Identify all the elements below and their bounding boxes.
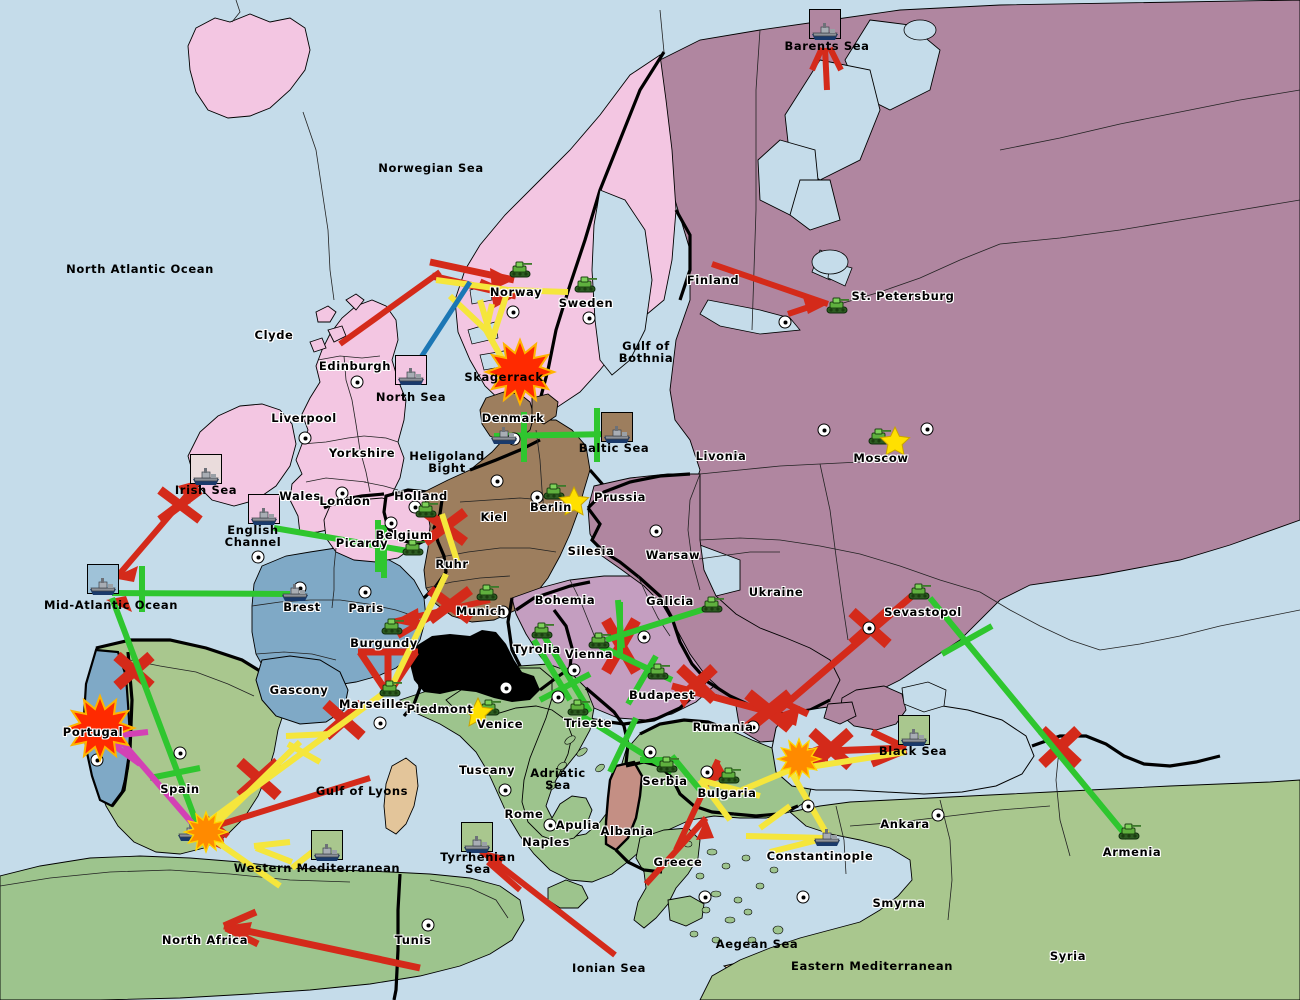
supply-center-warsaw: [649, 524, 663, 538]
army-unit-st-petersburg[interactable]: [825, 293, 851, 319]
supply-center-venice: [499, 681, 513, 695]
fleet-unit-brest[interactable]: [280, 582, 310, 604]
supply-center-naples: [543, 818, 557, 832]
supply-center-norway: [506, 305, 520, 319]
build-star-berlin: [558, 485, 590, 516]
supply-center-spain: [173, 746, 187, 760]
fleet-unit-black-sea[interactable]: [899, 727, 929, 749]
supply-center-english-channel: [251, 550, 265, 564]
army-unit-sevastopol[interactable]: [907, 579, 933, 605]
support-arrow-munich-tyrolia: [531, 638, 573, 702]
fleet-unit-denmark[interactable]: [489, 425, 519, 447]
supply-center-kiel: [490, 474, 504, 488]
supply-center-smyrna: [796, 890, 810, 904]
bounce-marker-rumania-east: [775, 737, 823, 781]
army-unit-galicia[interactable]: [700, 592, 726, 618]
cut-x-armenia-coast: [1038, 726, 1082, 768]
supply-center-munich: [496, 605, 510, 619]
supply-center-trieste: [551, 690, 565, 704]
supply-center-serbia: [643, 745, 657, 759]
army-unit-vienna[interactable]: [587, 628, 613, 654]
supply-center-st-petersburg: [778, 315, 792, 329]
cut-x-irish-sea: [157, 486, 203, 524]
convoy-arrow-ruhr: [439, 513, 461, 565]
fleet-unit-western-mediterranean[interactable]: [312, 842, 342, 864]
army-unit-burgundy[interactable]: [380, 614, 406, 640]
cut-x-budapest-east: [676, 663, 718, 705]
fleet-unit-barents-sea[interactable]: [810, 21, 840, 43]
army-unit-marseilles[interactable]: [378, 676, 404, 702]
fleet-unit-mid-atlantic[interactable]: [88, 576, 118, 598]
army-unit-sweden[interactable]: [573, 272, 599, 298]
fleet-unit-north-sea[interactable]: [396, 366, 426, 388]
supply-center-ankara: [931, 808, 945, 822]
move-arrow-barents: [809, 46, 844, 91]
move-arrow-tunis-north-africa: [222, 908, 421, 972]
convoy-arrow-munich-burgundy: [387, 572, 449, 692]
fleet-unit-baltic-sea[interactable]: [602, 424, 632, 446]
supply-center-tuscany: [498, 783, 512, 797]
army-unit-trieste[interactable]: [566, 695, 592, 721]
supply-center-constantinople: [801, 799, 815, 813]
move-arrow-nwg-norway: [429, 258, 515, 290]
army-unit-munich[interactable]: [475, 580, 501, 606]
army-unit-serbia[interactable]: [655, 752, 681, 778]
army-unit-tyrolia[interactable]: [530, 618, 556, 644]
supply-center-prussia: [817, 423, 831, 437]
build-star-moscow: [879, 425, 911, 456]
supply-center-rumania: [746, 720, 760, 734]
move-arrow-serbia-albania: [643, 815, 714, 887]
support-arrow-mao-brest: [111, 566, 291, 612]
support-arrow-bohemia-vienna: [615, 599, 625, 649]
support-arrow-sevastopol-armenia: [927, 596, 1131, 840]
army-unit-bulgaria[interactable]: [717, 763, 743, 789]
army-unit-berlin[interactable]: [542, 479, 568, 505]
move-arrow-finland-stp: [711, 261, 829, 317]
fleet-unit-constantinople[interactable]: [812, 827, 842, 849]
supply-center-berlin: [530, 490, 544, 504]
supply-center-liverpool: [298, 431, 312, 445]
move-arrow-nao-clyde: [338, 269, 442, 347]
supply-center-greece: [698, 890, 712, 904]
bounce-marker-skagerrack: [483, 337, 557, 407]
supply-center-vienna: [567, 663, 581, 677]
supply-center-moscow: [920, 422, 934, 436]
supply-center-marseilles: [373, 716, 387, 730]
convoy-arrow-norway-fan: [435, 277, 569, 364]
bounce-marker-spain-south-coast: [182, 810, 230, 854]
supply-center-budapest: [637, 630, 651, 644]
fleet-unit-tyrrhenian-sea[interactable]: [462, 834, 492, 856]
supply-center-sevastopol: [862, 621, 876, 635]
army-unit-budapest[interactable]: [646, 659, 672, 685]
support-arrow-ec-belgium: [273, 525, 409, 578]
support-arrow-mao-spain: [109, 596, 203, 834]
army-unit-belgium[interactable]: [401, 535, 427, 561]
supply-center-belgium: [384, 516, 398, 530]
move-arrow-ionian-tyrrhenian: [478, 847, 617, 958]
convoy-line-north-sea-norway: [411, 280, 473, 370]
army-unit-holland[interactable]: [414, 497, 440, 523]
bounce-marker-portugal: [63, 693, 137, 763]
build-star-venice: [462, 696, 494, 727]
fleet-unit-irish-sea[interactable]: [191, 466, 221, 488]
support-arrow-serbia-bulgaria: [669, 754, 703, 792]
army-unit-norway[interactable]: [508, 257, 534, 283]
supply-center-sweden: [582, 311, 596, 325]
supply-center-paris: [358, 585, 372, 599]
army-unit-armenia[interactable]: [1117, 819, 1143, 845]
supply-center-bulgaria: [700, 765, 714, 779]
supply-center-tunis: [421, 918, 435, 932]
supply-center-edinburgh: [350, 375, 364, 389]
fleet-unit-english-channel[interactable]: [249, 506, 279, 528]
supply-center-london: [335, 486, 349, 500]
